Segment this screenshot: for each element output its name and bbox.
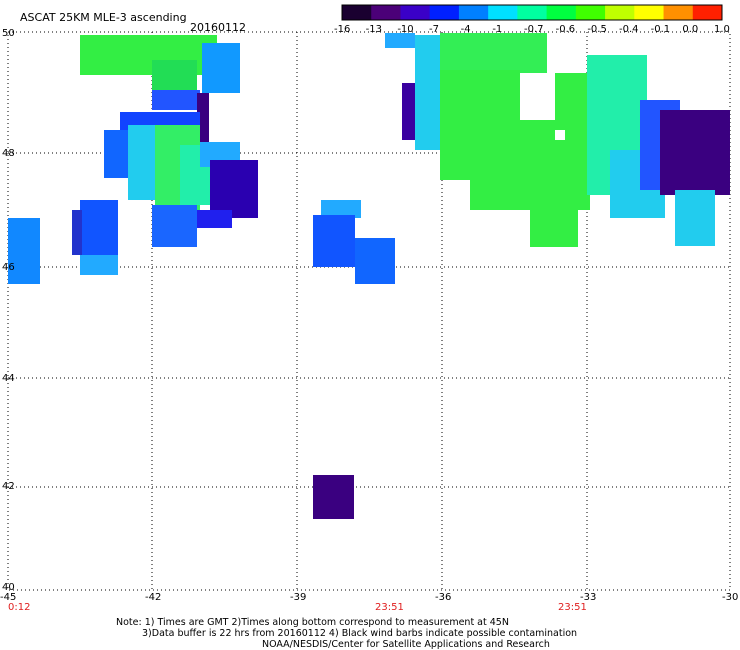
time-label: 0:12 xyxy=(8,602,31,613)
time-label: 23:51 xyxy=(558,602,587,613)
swath-right xyxy=(385,33,730,247)
colorbar-label: -7 xyxy=(429,24,439,35)
y-tick: 44 xyxy=(2,373,15,384)
colorbar-label: -16 xyxy=(334,24,351,35)
note-line-3: NOAA/NESDIS/Center for Satellite Applica… xyxy=(262,639,550,650)
colorbar-label: -0.1 xyxy=(650,24,671,35)
colorbar-label: -10 xyxy=(397,24,414,35)
x-tick: -33 xyxy=(580,592,597,603)
colorbar-label: -4 xyxy=(460,24,471,35)
colorbar-label: -13 xyxy=(365,24,382,35)
colorbar-swatch xyxy=(605,5,635,20)
colorbar xyxy=(341,4,723,21)
colorbar-label: 0.0 xyxy=(682,24,699,35)
colorbar-swatch xyxy=(546,5,577,20)
colorbar-swatch xyxy=(458,5,489,20)
time-label: 23:51 xyxy=(375,602,404,613)
y-tick: 48 xyxy=(2,148,15,159)
y-tick: 50 xyxy=(2,28,15,39)
colorbar-label: -0.7 xyxy=(524,24,544,35)
map-date: 20160112 xyxy=(190,21,246,34)
colorbar-label: -0.6 xyxy=(555,24,576,35)
colorbar-swatch xyxy=(488,5,518,20)
colorbar-swatch xyxy=(342,5,372,20)
x-tick: -36 xyxy=(435,592,452,603)
colorbar-border xyxy=(341,4,723,21)
note-line-2: 3)Data buffer is 22 hrs from 20160112 4)… xyxy=(142,628,578,639)
colorbar-swatch xyxy=(429,5,460,20)
y-tick: 46 xyxy=(2,262,15,273)
map-title: ASCAT 25KM MLE-3 ascending xyxy=(20,11,187,24)
colorbar-swatch xyxy=(663,5,694,20)
colorbar-swatch xyxy=(692,5,723,20)
x-tick: -39 xyxy=(290,592,307,603)
colorbar-swatch xyxy=(575,5,606,20)
x-tick: -45 xyxy=(0,592,17,603)
y-tick: 40 xyxy=(2,582,15,593)
colorbar-swatch xyxy=(634,5,665,20)
plot-frame xyxy=(7,31,731,591)
note-line-1: Note: 1) Times are GMT 2)Times along bot… xyxy=(116,617,509,628)
y-tick: 42 xyxy=(2,481,15,492)
colorbar-swatch xyxy=(371,5,401,20)
swath-left xyxy=(8,35,258,284)
x-tick: -42 xyxy=(145,592,162,603)
colorbar-swatch xyxy=(517,5,548,20)
x-tick: -30 xyxy=(722,592,739,603)
colorbar-swatch xyxy=(400,5,431,20)
colorbar-label: -0.5 xyxy=(587,24,607,35)
swath-middle xyxy=(313,200,395,519)
colorbar-label: -1 xyxy=(492,24,503,35)
colorbar-label: 1.0 xyxy=(714,24,730,35)
colorbar-label: -0.4 xyxy=(619,24,639,35)
